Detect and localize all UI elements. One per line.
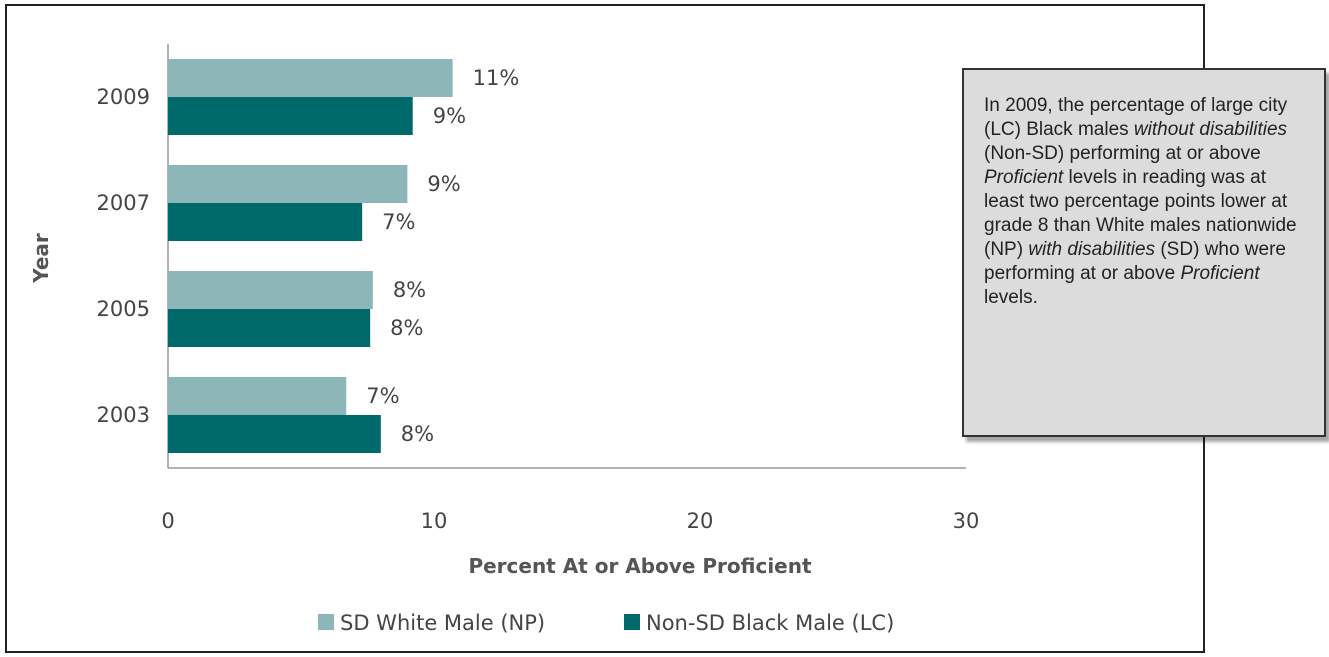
data-label: 8% xyxy=(393,278,426,302)
bar xyxy=(168,415,381,453)
data-label: 7% xyxy=(366,384,399,408)
legend-label: SD White Male (NP) xyxy=(340,611,545,635)
x-tick-label: 10 xyxy=(421,509,448,533)
callout-box: In 2009, the percentage of large city (L… xyxy=(962,68,1326,437)
y-tick-label: 2003 xyxy=(97,403,150,427)
bar xyxy=(168,59,453,97)
bar xyxy=(168,97,413,135)
data-label: 7% xyxy=(382,210,415,234)
y-tick-label: 2009 xyxy=(97,85,150,109)
y-tick-label: 2005 xyxy=(97,297,150,321)
legend-swatch xyxy=(318,614,334,630)
legend-label: Non-SD Black Male (LC) xyxy=(646,611,894,635)
bar xyxy=(168,203,363,241)
data-label: 8% xyxy=(390,316,423,340)
data-label: 9% xyxy=(433,104,466,128)
data-label: 9% xyxy=(427,172,460,196)
callout-text: In 2009, the percentage of large city (L… xyxy=(984,95,1297,308)
bar xyxy=(168,309,371,347)
bar xyxy=(168,165,408,203)
x-tick-label: 30 xyxy=(953,509,980,533)
bar xyxy=(168,377,347,415)
x-tick-label: 20 xyxy=(687,509,714,533)
y-axis-title: Year xyxy=(29,233,53,284)
legend-swatch xyxy=(624,614,640,630)
bar xyxy=(168,271,373,309)
x-tick-label: 0 xyxy=(161,509,174,533)
y-tick-label: 2007 xyxy=(97,191,150,215)
data-label: 8% xyxy=(401,422,434,446)
x-axis-title: Percent At or Above Proficient xyxy=(468,554,812,578)
data-label: 11% xyxy=(473,66,520,90)
